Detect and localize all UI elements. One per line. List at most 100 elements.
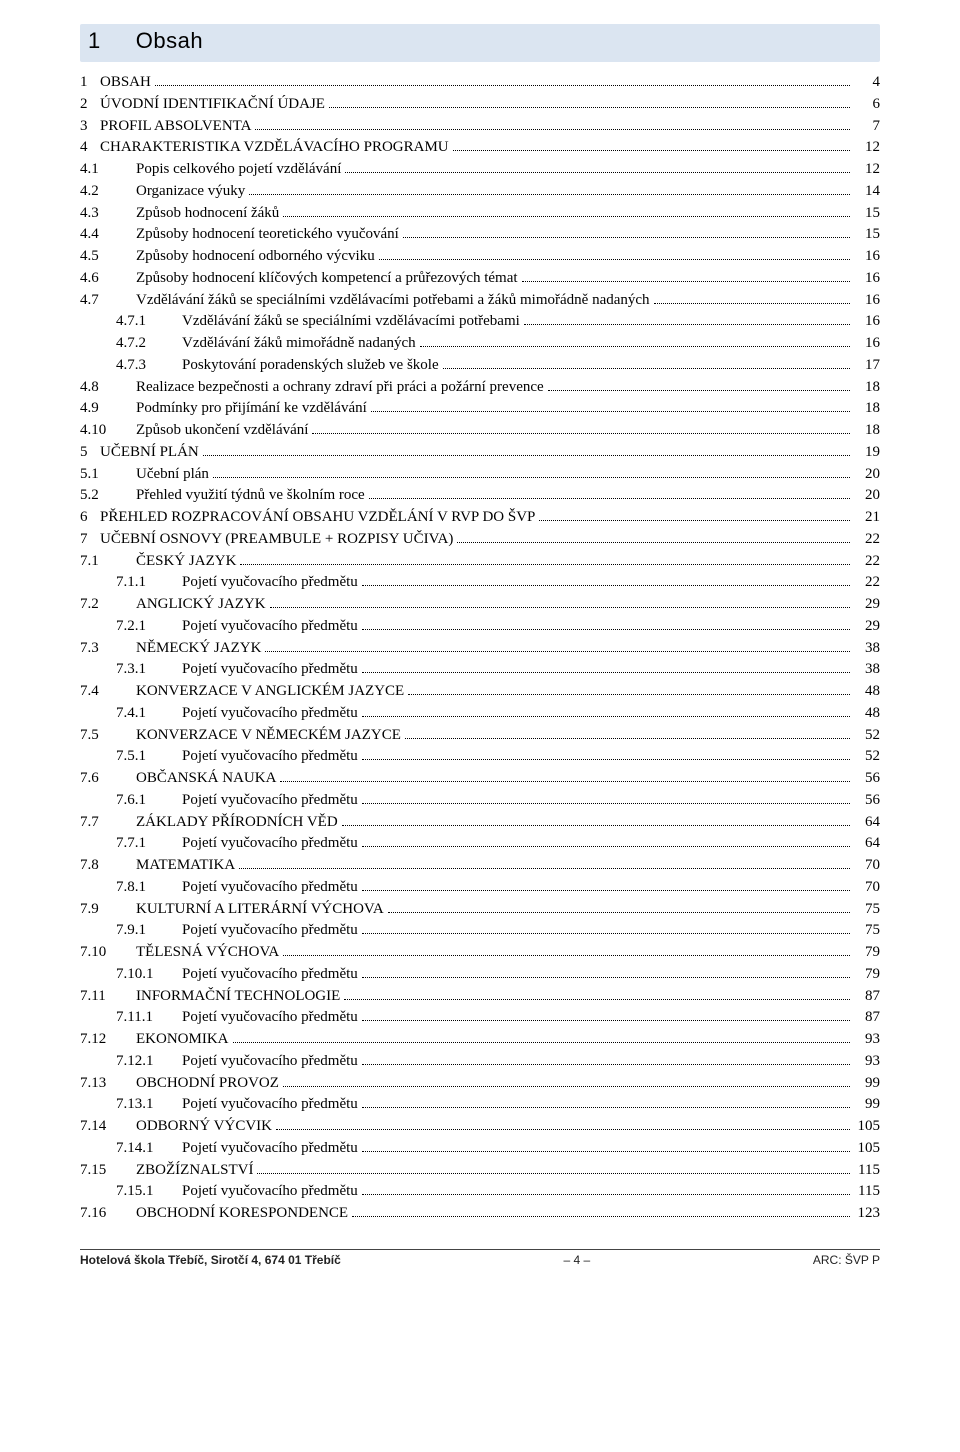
toc-row: 6PŘEHLED ROZPRACOVÁNÍ OBSAHU VZDĚLÁNÍ V … [80,507,880,529]
toc-number: 7.14 [80,1116,136,1138]
footer-page-number: – 4 – [563,1253,590,1267]
toc-number: 7.12.1 [80,1051,182,1073]
toc-label: Přehled využití týdnů ve školním roce [136,485,365,507]
toc-number: 4.2 [80,181,136,203]
toc-leader-dots [371,401,850,413]
toc-row: 7.9.1Pojetí vyučovacího předmětu75 [80,920,880,942]
toc-number: 7.16 [80,1203,136,1225]
toc-row: 7.2ANGLICKÝ JAZYK29 [80,594,880,616]
toc-page-number: 12 [854,159,880,181]
toc-row: 7UČEBNÍ OSNOVY (PREAMBULE + ROZPISY UČIV… [80,529,880,551]
toc-page-number: 18 [854,398,880,420]
toc-label: ZÁKLADY PŘÍRODNÍCH VĚD [136,812,338,834]
toc-row: 4.2Organizace výuky14 [80,181,880,203]
toc-row: 7.12EKONOMIKA93 [80,1029,880,1051]
toc-number: 7.3 [80,638,136,660]
toc-page-number: 99 [854,1094,880,1116]
toc-label: Popis celkového pojetí vzdělávání [136,159,341,181]
toc-number: 7.4.1 [80,703,182,725]
toc-number: 4.7.2 [80,333,182,355]
toc-number: 7.7 [80,812,136,834]
toc-number: 4.7 [80,290,136,312]
toc-page-number: 20 [854,464,880,486]
toc-leader-dots [524,314,850,326]
toc-row: 7.15.1Pojetí vyučovacího předmětu115 [80,1181,880,1203]
toc-row: 4.3Způsob hodnocení žáků15 [80,203,880,225]
toc-row: 7.7.1Pojetí vyučovacího předmětu64 [80,833,880,855]
toc-page-number: 52 [854,746,880,768]
toc-leader-dots [362,1053,850,1065]
toc-label: PŘEHLED ROZPRACOVÁNÍ OBSAHU VZDĚLÁNÍ V R… [100,507,535,529]
toc-number: 7.5 [80,725,136,747]
toc-row: 5.2Přehled využití týdnů ve školním roce… [80,485,880,507]
toc-number: 7.12 [80,1029,136,1051]
toc-leader-dots [654,292,850,304]
toc-label: Pojetí vyučovacího předmětu [182,1138,358,1160]
toc-page-number: 16 [854,311,880,333]
section-header-number: 1 [88,28,132,54]
toc-label: Pojetí vyučovacího předmětu [182,1051,358,1073]
toc-label: Pojetí vyučovacího předmětu [182,659,358,681]
toc-leader-dots [379,249,850,261]
toc-number: 7.8 [80,855,136,877]
toc-label: INFORMAČNÍ TECHNOLOGIE [136,986,340,1008]
toc-row: 7.5KONVERZACE V NĚMECKÉM JAZYCE52 [80,725,880,747]
toc-leader-dots [362,1010,850,1022]
toc-label: Pojetí vyučovacího předmětu [182,833,358,855]
toc-row: 4.9Podmínky pro přijímání ke vzdělávání1… [80,398,880,420]
toc-row: 7.12.1Pojetí vyučovacího předmětu93 [80,1051,880,1073]
toc-page-number: 87 [854,986,880,1008]
footer-arc: ARC: ŠVP P [813,1253,880,1267]
page: 1 Obsah 1OBSAH42ÚVODNÍ IDENTIFIKAČNÍ ÚDA… [40,0,920,1279]
toc-leader-dots [255,118,850,130]
toc-label: Pojetí vyučovacího předmětu [182,746,358,768]
toc-label: Pojetí vyučovacího předmětu [182,703,358,725]
toc-row: 4.8Realizace bezpečnosti a ochrany zdrav… [80,377,880,399]
toc-leader-dots [408,684,850,696]
toc-row: 7.11INFORMAČNÍ TECHNOLOGIE87 [80,986,880,1008]
toc-row: 1OBSAH4 [80,72,880,94]
toc-page-number: 16 [854,333,880,355]
page-footer: Hotelová škola Třebíč, Sirotčí 4, 674 01… [80,1249,880,1267]
toc-page-number: 16 [854,268,880,290]
toc-leader-dots [362,1097,850,1109]
toc-row: 7.9KULTURNÍ A LITERÁRNÍ VÝCHOVA75 [80,899,880,921]
toc-label: Způsob ukončení vzdělávání [136,420,308,442]
toc-label: Pojetí vyučovacího předmětu [182,1094,358,1116]
toc-leader-dots [239,858,850,870]
toc-row: 7.13.1Pojetí vyučovacího předmětu99 [80,1094,880,1116]
toc-page-number: 4 [854,72,880,94]
toc-label: Pojetí vyučovacího předmětu [182,1007,358,1029]
toc-number: 4.9 [80,398,136,420]
toc-label: Pojetí vyučovacího předmětu [182,920,358,942]
toc-leader-dots [362,618,850,630]
toc-row: 7.7ZÁKLADY PŘÍRODNÍCH VĚD 64 [80,812,880,834]
toc-number: 7.4 [80,681,136,703]
toc-row: 4.7Vzdělávání žáků se speciálními vzdělá… [80,290,880,312]
toc-number: 4.7.1 [80,311,182,333]
toc-label: ANGLICKÝ JAZYK [136,594,266,616]
toc-page-number: 115 [854,1181,880,1203]
toc-label: Způsoby hodnocení odborného výcviku [136,246,375,268]
toc-page-number: 64 [854,812,880,834]
toc-page-number: 79 [854,964,880,986]
toc-page-number: 105 [854,1138,880,1160]
toc-page-number: 15 [854,203,880,225]
toc-number: 7.6 [80,768,136,790]
toc-row: 4.1Popis celkového pojetí vzdělávání12 [80,159,880,181]
toc-leader-dots [344,988,850,1000]
toc-page-number: 115 [854,1160,880,1182]
toc-row: 7.3.1Pojetí vyučovacího předmětu38 [80,659,880,681]
toc-leader-dots [283,205,850,217]
toc-label: Způsoby hodnocení teoretického vyučování [136,224,399,246]
toc-row: 7.6.1Pojetí vyučovacího předmětu56 [80,790,880,812]
toc-row: 7.6OBČANSKÁ NAUKA56 [80,768,880,790]
toc-label: EKONOMIKA [136,1029,229,1051]
toc-number: 4.4 [80,224,136,246]
toc-page-number: 38 [854,659,880,681]
toc-leader-dots [443,357,850,369]
toc-label: CHARAKTERISTIKA VZDĚLÁVACÍHO PROGRAMU [100,137,449,159]
toc-page-number: 20 [854,485,880,507]
toc-leader-dots [233,1032,851,1044]
toc-label: MATEMATIKA [136,855,235,877]
